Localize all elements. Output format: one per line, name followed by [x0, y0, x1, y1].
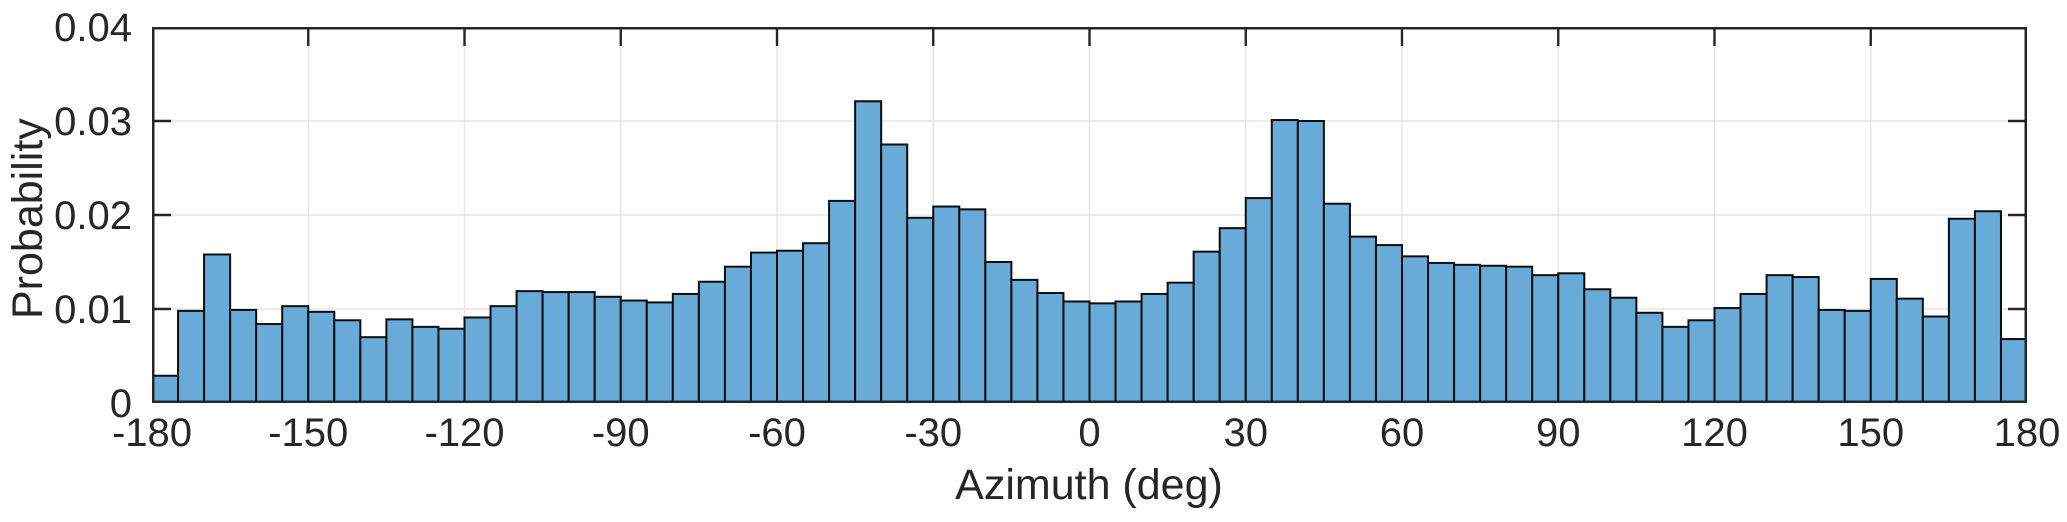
- x-tick-label: 0: [1078, 411, 1101, 455]
- histogram-bar: [541, 291, 570, 403]
- histogram-bar: [1739, 292, 1768, 403]
- x-tick-label: 120: [1681, 411, 1748, 455]
- histogram-bar: [1661, 325, 1690, 403]
- histogram-bar: [1895, 297, 1924, 403]
- histogram-bar: [671, 292, 700, 403]
- histogram-bar: [1270, 119, 1299, 403]
- histogram-bar: [1557, 272, 1586, 403]
- histogram-bar: [1427, 261, 1456, 403]
- histogram-bar: [1713, 307, 1742, 403]
- histogram-bar: [1869, 277, 1898, 403]
- histogram-bar: [1531, 274, 1560, 403]
- y-tick-label: 0.03: [54, 100, 132, 144]
- histogram-bar: [1244, 197, 1273, 403]
- histogram-bar: [1453, 263, 1482, 403]
- histogram-bar: [229, 308, 258, 403]
- axes-box: [152, 27, 2027, 403]
- histogram-bar: [958, 208, 987, 403]
- histogram-bar: [1401, 255, 1430, 403]
- histogram-bar: [802, 242, 831, 403]
- histogram-bar: [1322, 202, 1351, 403]
- histogram-bar: [1583, 288, 1612, 403]
- y-tick-label: 0.01: [54, 288, 132, 332]
- histogram-bar: [385, 318, 414, 403]
- histogram-bar: [984, 261, 1013, 403]
- histogram-bar: [1921, 315, 1950, 403]
- histogram-bar: [1088, 302, 1117, 403]
- histogram-bar: [515, 290, 544, 403]
- histogram-bar: [1635, 311, 1664, 403]
- histogram-bar: [1973, 210, 2002, 403]
- histogram-bar: [1166, 281, 1195, 403]
- histogram-bar: [1036, 292, 1065, 403]
- histogram-bar: [1010, 278, 1039, 403]
- histogram-bar: [1999, 338, 2027, 403]
- histogram-bar: [281, 305, 310, 403]
- histogram-bar: [1114, 300, 1143, 403]
- x-tick-label: 90: [1536, 411, 1581, 455]
- x-tick-label: 180: [1993, 411, 2061, 455]
- histogram-bar: [723, 265, 752, 403]
- histogram-bar: [932, 205, 961, 403]
- histogram-bar: [177, 309, 206, 403]
- histogram-bar: [463, 316, 492, 403]
- histogram-bar: [1609, 296, 1638, 403]
- histogram-bar: [1296, 120, 1325, 403]
- x-tick-label: 30: [1223, 411, 1269, 455]
- histogram-bar: [645, 301, 674, 403]
- histogram-bar: [203, 253, 232, 403]
- histogram-bar: [1947, 217, 1976, 403]
- x-tick-label: -180: [111, 411, 193, 455]
- x-tick-label: -60: [748, 411, 806, 455]
- histogram-bar: [749, 251, 778, 403]
- histogram-bar: [255, 323, 284, 403]
- x-tick-label: 60: [1379, 411, 1425, 455]
- x-tick-label: 150: [1837, 411, 1905, 455]
- x-axis-title: Azimuth (deg): [955, 461, 1223, 509]
- histogram-bar: [854, 100, 883, 403]
- histogram-bar: [1843, 309, 1872, 403]
- histogram-bar: [1791, 276, 1820, 403]
- histogram-bar: [567, 291, 596, 403]
- histogram-bar: [1348, 235, 1377, 403]
- histogram-bar: [697, 280, 726, 403]
- histogram-bar: [776, 249, 805, 403]
- histogram-bar: [411, 325, 440, 403]
- histogram-bar: [880, 143, 909, 403]
- histogram-bar: [333, 319, 362, 403]
- x-tick-label: -90: [591, 411, 650, 455]
- histogram-bar: [1062, 300, 1091, 403]
- histogram-bar: [619, 299, 648, 403]
- histogram-bar: [1374, 244, 1404, 403]
- histogram-bar: [489, 305, 518, 403]
- histogram-bar: [1140, 292, 1169, 403]
- y-tick-label: 0.02: [54, 194, 132, 238]
- histogram-bar: [1192, 250, 1221, 403]
- plot-area: [152, 27, 2027, 403]
- x-tick-label: -30: [904, 411, 963, 455]
- x-tick-label: -150: [268, 411, 349, 455]
- histogram-bar: [593, 295, 622, 403]
- histogram-bar: [152, 374, 180, 403]
- histogram-bar: [1479, 264, 1508, 403]
- y-tick-label: 0.04: [54, 6, 132, 50]
- histogram-bar: [1505, 265, 1534, 403]
- histogram-bar: [1765, 274, 1794, 403]
- histogram-bar: [906, 216, 935, 403]
- histogram-bar: [359, 336, 388, 403]
- histogram-bar: [437, 327, 466, 403]
- histogram-bar: [828, 199, 857, 403]
- histogram-bar: [1817, 308, 1846, 403]
- y-tick-label: 0: [109, 382, 132, 426]
- histogram-bar: [1218, 227, 1247, 403]
- histogram-bar: [307, 310, 336, 403]
- x-tick-label: -120: [424, 411, 505, 455]
- histogram-bar: [1687, 319, 1716, 403]
